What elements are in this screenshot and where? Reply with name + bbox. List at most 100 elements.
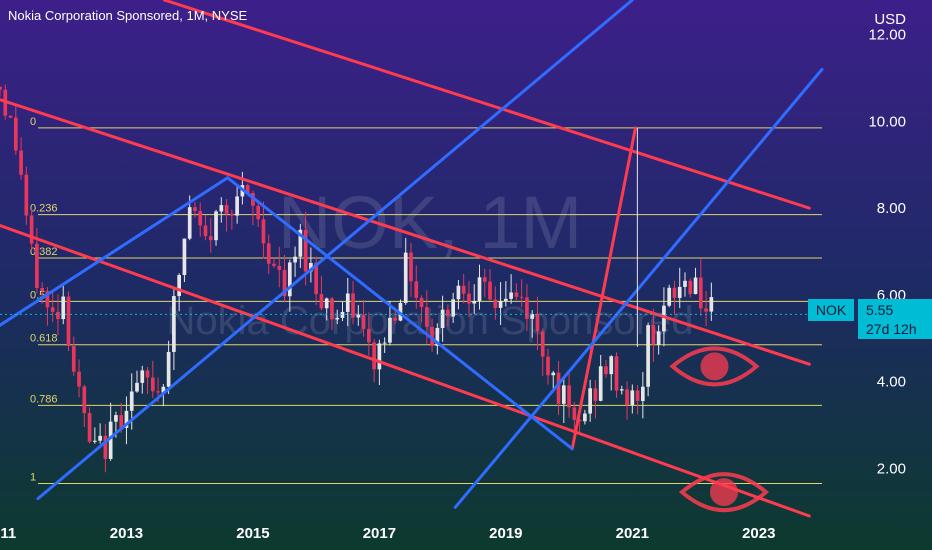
eye-icon[interactable] — [678, 472, 770, 513]
candle-body — [124, 410, 129, 428]
candle-body — [598, 366, 603, 401]
price-tick-label: 8.00 — [877, 200, 906, 217]
candle-body — [156, 391, 160, 393]
candle-body — [340, 311, 345, 318]
candle-body — [40, 287, 44, 291]
candle-body — [662, 305, 666, 332]
candle-body — [361, 314, 366, 329]
red-trendline[interactable] — [0, 223, 811, 518]
trendlines[interactable] — [0, 0, 824, 518]
candle-body — [646, 325, 650, 387]
candle-body — [29, 215, 34, 244]
candle-body — [393, 317, 398, 321]
fib-level-label: 0.786 — [30, 393, 58, 405]
candle-body — [504, 298, 508, 301]
candle-body — [509, 292, 513, 299]
candle-body — [103, 435, 108, 459]
candle-body — [287, 262, 292, 297]
time-tick-label: 2021 — [616, 525, 649, 542]
last-price-badge[interactable]: NOK 5.55 27d 12h — [808, 299, 932, 339]
candle-body — [667, 287, 672, 306]
candle-body — [525, 297, 529, 319]
candle-body — [351, 293, 355, 318]
candle-body — [625, 389, 629, 406]
candle-body — [614, 356, 619, 391]
candle-body — [61, 296, 66, 320]
candle-body — [609, 356, 614, 375]
candle-body — [419, 297, 424, 308]
candle-body — [187, 207, 192, 239]
candle-body — [309, 262, 313, 272]
candle-body — [630, 390, 635, 406]
candle-body — [277, 265, 282, 270]
candle-body — [367, 328, 371, 343]
time-axis[interactable]: 2011 2013 2015 2017 2019 2021 2023 — [0, 525, 775, 542]
candle-body — [530, 314, 535, 319]
candle-body — [461, 285, 466, 294]
candle-body — [677, 286, 682, 298]
candle-body — [198, 210, 203, 226]
eye-icon[interactable] — [669, 346, 760, 387]
candle-body — [145, 370, 150, 378]
candle-body — [82, 386, 87, 414]
eye-outline — [669, 346, 760, 387]
blue-trendline[interactable] — [36, 0, 634, 501]
candle-body — [635, 390, 640, 401]
watermark: NOK, 1M Nokia Corporation Sponsored — [167, 181, 694, 343]
candle-body — [166, 351, 171, 387]
candle-body — [567, 385, 571, 408]
price-tick-label: 2.00 — [877, 460, 906, 477]
symbol-badge-label: NOK — [816, 302, 847, 318]
candle-body — [514, 292, 519, 297]
candle-body — [114, 415, 118, 422]
candle-body — [172, 296, 176, 352]
candle-body — [66, 296, 71, 347]
candle-body — [93, 440, 97, 442]
candle-body — [177, 275, 181, 297]
candle-body — [641, 386, 645, 401]
candle-body — [35, 243, 39, 288]
candle-body — [150, 377, 155, 392]
candle-body — [377, 343, 382, 370]
eye-annotations[interactable] — [669, 346, 770, 513]
candle-body — [451, 299, 455, 317]
symbol-badge — [808, 299, 854, 321]
candle-body — [577, 419, 582, 422]
candle-body — [709, 297, 714, 312]
blue-trendline[interactable] — [226, 176, 574, 451]
candle-body — [403, 252, 408, 303]
fib-level-label: 0.618 — [30, 333, 58, 345]
candle-body — [56, 311, 60, 320]
red-trendline[interactable] — [570, 126, 637, 451]
candle-body — [330, 298, 334, 320]
candle-body — [140, 370, 145, 383]
candle-body — [583, 413, 587, 422]
blue-trendline[interactable] — [0, 176, 230, 327]
candle-body — [430, 326, 434, 346]
candle-body — [698, 277, 703, 309]
candle-body — [572, 407, 577, 420]
candle-body — [467, 293, 471, 304]
time-tick-label: 2013 — [110, 525, 143, 542]
candle-body — [561, 385, 566, 404]
candle-body — [50, 307, 55, 312]
candle-body — [161, 386, 166, 393]
candle-body — [651, 325, 656, 345]
watermark-symbol: NOK, 1M — [278, 181, 582, 264]
candle-body — [293, 256, 297, 263]
candle-body — [71, 346, 76, 372]
eye-pupil — [700, 352, 729, 381]
red-trendline[interactable] — [162, 0, 811, 210]
candle-body — [24, 174, 29, 216]
blue-trendline[interactable] — [453, 67, 824, 509]
candle-body — [498, 300, 503, 308]
candle-body — [77, 371, 81, 387]
candle-body — [282, 269, 287, 297]
chart-title: Nokia Corporation Sponsored, 1M, NYSE — [8, 8, 248, 23]
red-trendline[interactable] — [0, 98, 811, 366]
